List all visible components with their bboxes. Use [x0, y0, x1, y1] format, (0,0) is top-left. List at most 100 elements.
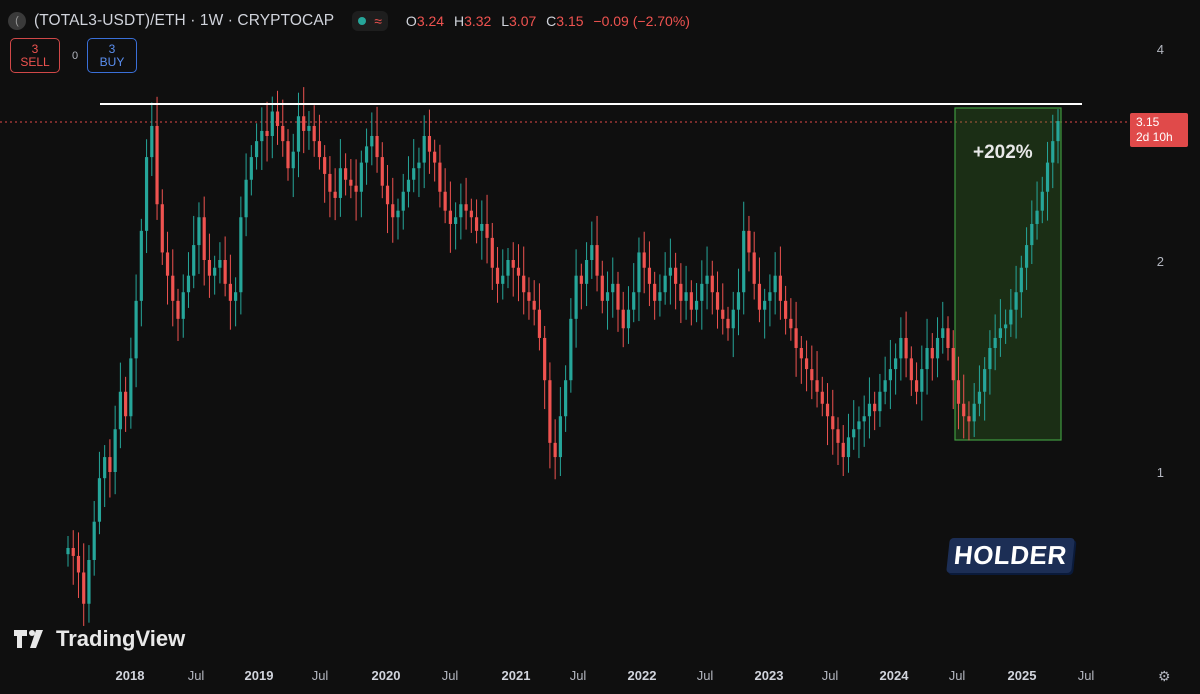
candle-body	[155, 125, 159, 205]
candle-body	[1035, 210, 1039, 224]
x-tick-2018-0: 2018	[115, 668, 145, 683]
candle-body	[757, 283, 762, 310]
ohlc-readout: O3.24 H3.32 L3.07 C3.15 −0.09 (−2.70%)	[406, 13, 696, 29]
candle-body	[930, 347, 934, 359]
tradingview-logo[interactable]: TradingView	[14, 626, 185, 652]
candle-body	[454, 217, 458, 224]
candle-body	[752, 252, 756, 284]
candle-body	[511, 260, 515, 268]
high-value: 3.32	[464, 13, 492, 29]
candle-body	[275, 111, 280, 126]
candle-body	[344, 168, 348, 180]
sell-button[interactable]: 3 SELL	[10, 38, 60, 73]
sell-price: 3	[31, 41, 39, 56]
candle-body	[459, 204, 463, 218]
candle-body	[160, 204, 164, 253]
candle-body	[1056, 121, 1060, 142]
candle-body	[663, 275, 667, 293]
candle-body	[218, 260, 222, 268]
candle-body	[349, 179, 353, 186]
candle-body	[873, 403, 877, 412]
candle-body	[867, 403, 872, 417]
buy-price: 3	[108, 41, 116, 56]
candle-body	[412, 168, 416, 180]
settings-icon[interactable]: ⚙	[1158, 668, 1171, 684]
candle-body	[176, 300, 180, 319]
candle-body	[370, 135, 374, 147]
candle-body	[831, 416, 835, 430]
candle-body	[527, 292, 531, 301]
candle-body	[506, 260, 510, 276]
candle-body	[417, 162, 421, 169]
candle-body	[747, 230, 751, 253]
candle-body	[611, 283, 615, 293]
x-tick-2025-14: 2025	[1007, 668, 1037, 683]
candle-body	[951, 347, 955, 381]
candle-body	[1004, 324, 1008, 329]
candle-body	[653, 283, 657, 301]
candle-body	[202, 217, 206, 260]
candle-body	[658, 292, 662, 301]
candle-body	[448, 210, 452, 224]
rally-box[interactable]	[954, 107, 1062, 441]
candle-body	[1030, 223, 1034, 246]
candle-body	[967, 416, 971, 422]
candle-body	[962, 403, 966, 417]
candle-body	[490, 237, 494, 268]
candle-body	[92, 521, 96, 560]
close-value: 3.15	[556, 13, 584, 29]
candle-body	[993, 337, 997, 348]
candle-body	[485, 223, 489, 238]
candle-body	[103, 457, 107, 479]
candle-body	[239, 217, 243, 293]
y-tick-1: 1	[1156, 465, 1164, 480]
candle-body	[925, 347, 929, 370]
candle-body	[846, 437, 851, 458]
candle-body	[532, 300, 536, 310]
candle-body	[794, 328, 798, 348]
market-status-icon	[358, 17, 367, 25]
candle-body	[207, 260, 212, 276]
symbol-title[interactable]: (TOTAL3-USDT)/ETH · 1W · CRYPTOCAP	[34, 12, 335, 29]
candles	[66, 87, 1060, 626]
candle-body	[1045, 162, 1050, 192]
candle-body	[694, 300, 699, 310]
candle-body	[82, 572, 86, 604]
candle-body	[192, 245, 196, 276]
candle-body	[763, 300, 767, 310]
candle-body	[380, 157, 384, 186]
chart-header: ( (TOTAL3-USDT)/ETH · 1W · CRYPTOCAP ≈ O…	[8, 8, 696, 34]
candle-body	[689, 292, 693, 310]
sell-label: SELL	[20, 54, 50, 69]
candle-body	[799, 347, 803, 359]
candle-body	[553, 442, 557, 458]
candle-body	[129, 358, 133, 417]
candle-body	[260, 130, 264, 142]
candle-body	[480, 223, 484, 231]
gain-annotation[interactable]: +202%	[973, 142, 1033, 163]
candle-body	[600, 275, 604, 301]
symbol-icon[interactable]: (	[8, 12, 26, 30]
indicator-pill[interactable]: ≈	[352, 11, 388, 31]
brand-name: TradingView	[56, 626, 186, 651]
spread-value: 0	[72, 50, 79, 62]
candle-body	[841, 442, 845, 458]
candle-body	[564, 380, 568, 417]
candle-body	[815, 380, 819, 392]
candle-body	[998, 328, 1002, 338]
candle-body	[590, 245, 594, 260]
candle-body	[778, 275, 782, 301]
candle-body	[836, 429, 840, 443]
candle-body	[684, 292, 688, 301]
x-tick-2020-4: 2020	[371, 668, 401, 683]
candle-body	[144, 157, 149, 231]
candle-body	[359, 162, 363, 192]
candle-body	[333, 191, 337, 198]
candle-body	[899, 337, 903, 359]
candle-body	[888, 369, 892, 381]
candle-body	[401, 191, 405, 211]
candle-body	[1051, 141, 1055, 163]
buy-button[interactable]: 3 BUY	[87, 38, 137, 73]
candle-body	[427, 135, 432, 152]
